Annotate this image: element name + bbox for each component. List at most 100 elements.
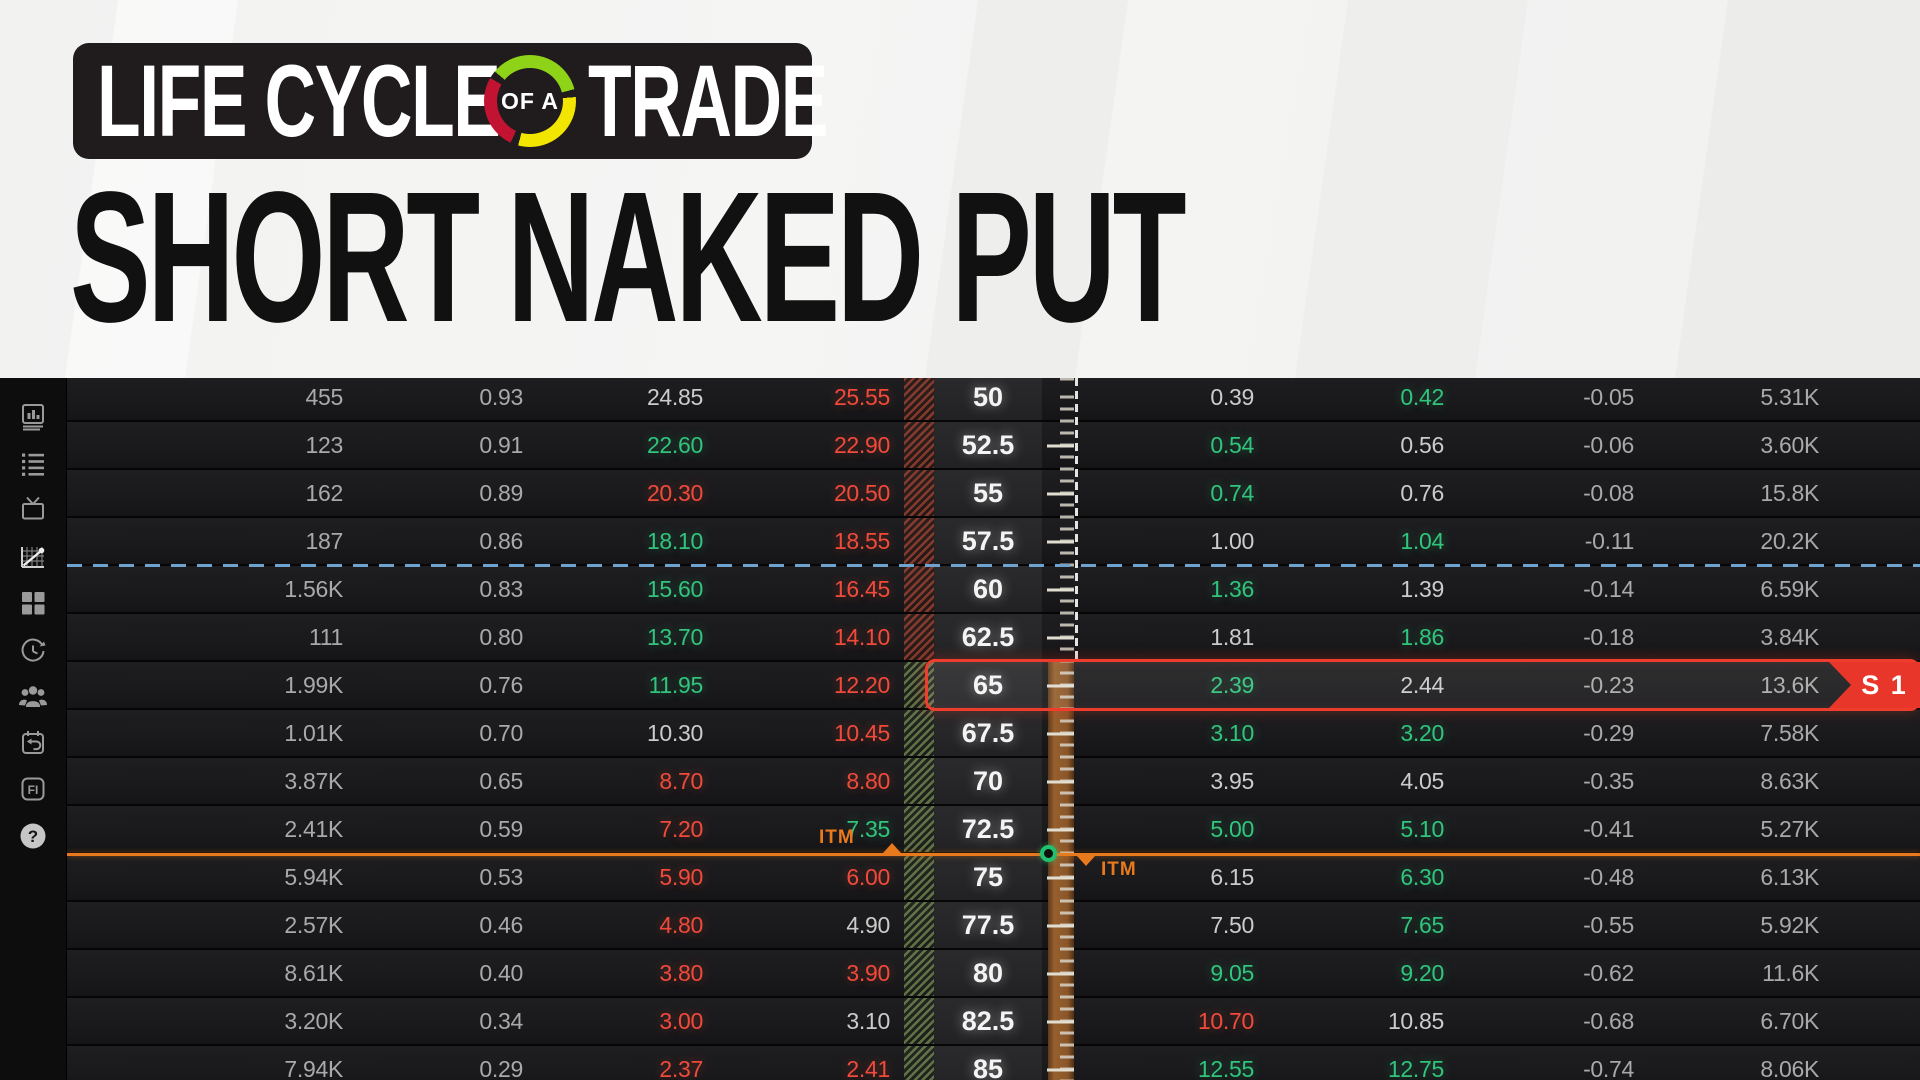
strike-cell[interactable]: 50 xyxy=(934,378,1042,420)
put-ask-cell[interactable]: 0.76 xyxy=(1400,479,1444,506)
strike-cell[interactable]: 82.5 xyxy=(934,998,1042,1044)
strike-cell[interactable]: 52.5 xyxy=(934,422,1042,468)
call-bid-cell[interactable]: 11.95 xyxy=(648,671,704,698)
grid-icon[interactable] xyxy=(0,580,67,627)
call-bid-cell[interactable]: 7.20 xyxy=(659,815,703,842)
strike-cell[interactable]: 57.5 xyxy=(934,518,1042,564)
put-bid-cell[interactable]: 3.95 xyxy=(1210,767,1254,794)
call-bid-cell[interactable]: 24.85 xyxy=(646,383,703,410)
strike-cell[interactable]: 60 xyxy=(934,566,1042,612)
call-ask-cell[interactable]: 3.90 xyxy=(846,959,890,986)
put-ask-cell[interactable]: 4.05 xyxy=(1400,767,1444,794)
strike-cell[interactable]: 55 xyxy=(934,470,1042,516)
strike-cell[interactable]: 80 xyxy=(934,950,1042,996)
chart-book-icon[interactable] xyxy=(0,394,67,441)
put-ask-cell[interactable]: 1.39 xyxy=(1400,575,1444,602)
put-bid-cell[interactable]: 0.54 xyxy=(1210,431,1254,458)
call-ask-cell[interactable]: 18.55 xyxy=(833,527,890,554)
option-chain-row: 123 0.91 22.60 22.90 52.5 0.54 0.56 -0.06 3.60K xyxy=(67,422,1920,470)
put-ask-cell[interactable]: 0.42 xyxy=(1400,383,1444,410)
put-ask-cell[interactable]: 1.04 xyxy=(1400,527,1444,554)
call-bid-cell[interactable]: 18.10 xyxy=(646,527,703,554)
logo-text-left: LIFE CYCLE xyxy=(97,44,501,158)
call-bid-cell[interactable]: 13.70 xyxy=(646,623,703,650)
put-volume-cell: 8.63K xyxy=(1760,767,1819,794)
call-ask-cell[interactable]: 4.90 xyxy=(846,911,890,938)
put-ask-cell[interactable]: 2.44 xyxy=(1400,671,1444,698)
call-delta-cell: 0.86 xyxy=(479,527,523,554)
strike-cell[interactable]: 65 xyxy=(934,662,1042,708)
put-ask-cell[interactable]: 0.56 xyxy=(1400,431,1444,458)
strike-cell[interactable]: 62.5 xyxy=(934,614,1042,660)
selected-position-outline[interactable] xyxy=(925,659,1920,711)
call-bid-cell[interactable]: 20.30 xyxy=(646,479,703,506)
help-icon[interactable]: ? xyxy=(0,813,67,860)
put-bid-cell[interactable]: 0.39 xyxy=(1210,383,1254,410)
call-ask-cell[interactable]: 20.50 xyxy=(833,479,890,506)
strike-cell[interactable]: 72.5 xyxy=(934,806,1042,852)
call-bid-cell[interactable]: 3.00 xyxy=(659,1007,703,1034)
put-bid-cell[interactable]: 2.39 xyxy=(1210,671,1254,698)
put-bid-cell[interactable]: 12.55 xyxy=(1197,1055,1254,1080)
call-bid-cell[interactable]: 5.90 xyxy=(659,863,703,890)
put-bid-cell[interactable]: 1.00 xyxy=(1210,527,1254,554)
strike-cell[interactable]: 75 xyxy=(934,854,1042,900)
call-delta-cell: 0.59 xyxy=(479,815,523,842)
strike-cell[interactable]: 70 xyxy=(934,758,1042,804)
put-ask-cell[interactable]: 12.75 xyxy=(1387,1055,1444,1080)
call-bid-cell[interactable]: 22.60 xyxy=(646,431,703,458)
strike-cell[interactable]: 85 xyxy=(934,1046,1042,1080)
call-ask-cell[interactable]: 12.20 xyxy=(833,671,890,698)
history-clock-icon[interactable] xyxy=(0,627,67,674)
call-bid-cell[interactable]: 15.60 xyxy=(646,575,703,602)
put-bid-cell[interactable]: 1.81 xyxy=(1210,623,1254,650)
call-bid-cell[interactable]: 8.70 xyxy=(659,767,703,794)
put-ask-cell[interactable]: 5.10 xyxy=(1400,815,1444,842)
put-ask-cell[interactable]: 1.86 xyxy=(1400,623,1444,650)
put-ask-cell[interactable]: 6.30 xyxy=(1400,863,1444,890)
put-bid-cell[interactable]: 3.10 xyxy=(1210,719,1254,746)
call-delta-cell: 0.83 xyxy=(479,575,523,602)
fi-icon[interactable]: FI xyxy=(0,766,67,813)
curve-analysis-icon[interactable] xyxy=(0,534,67,581)
call-ask-cell[interactable]: 22.90 xyxy=(833,431,890,458)
put-bid-cell[interactable]: 10.70 xyxy=(1197,1007,1254,1034)
call-ask-cell[interactable]: 14.10 xyxy=(833,623,890,650)
put-volume-cell: 3.60K xyxy=(1760,431,1819,458)
put-ask-cell[interactable]: 10.85 xyxy=(1387,1007,1444,1034)
call-ask-cell[interactable]: 10.45 xyxy=(833,719,890,746)
strike-cell[interactable]: 67.5 xyxy=(934,710,1042,756)
call-bid-cell[interactable]: 10.30 xyxy=(646,719,703,746)
spot-price-handle[interactable] xyxy=(1040,845,1057,862)
put-ask-cell[interactable]: 9.20 xyxy=(1400,959,1444,986)
put-bid-cell[interactable]: 6.15 xyxy=(1210,863,1254,890)
life-cycle-of-a-trade-logo: LIFE CYCLE OF A TRADE xyxy=(73,43,828,159)
put-bid-cell[interactable]: 1.36 xyxy=(1210,575,1254,602)
call-delta-cell: 0.93 xyxy=(479,383,523,410)
price-ruler[interactable] xyxy=(1042,378,1078,1080)
journal-replay-icon[interactable] xyxy=(0,720,67,767)
call-ask-cell[interactable]: 25.55 xyxy=(833,383,890,410)
call-bid-cell[interactable]: 3.80 xyxy=(659,959,703,986)
put-bid-cell[interactable]: 0.74 xyxy=(1210,479,1254,506)
tv-icon[interactable] xyxy=(0,487,67,534)
call-ask-cell[interactable]: 7.35 xyxy=(846,815,890,842)
call-ask-cell[interactable]: 6.00 xyxy=(846,863,890,890)
badge-area-cell xyxy=(1833,806,1920,852)
put-bid-cell[interactable]: 5.00 xyxy=(1210,815,1254,842)
watchlist-icon[interactable] xyxy=(0,441,67,488)
put-ask-cell[interactable]: 7.65 xyxy=(1400,911,1444,938)
put-bid-cell[interactable]: 7.50 xyxy=(1210,911,1254,938)
badge-area-cell xyxy=(1833,998,1920,1044)
put-ask-cell[interactable]: 3.20 xyxy=(1400,719,1444,746)
call-ask-cell[interactable]: 2.41 xyxy=(846,1055,890,1080)
follow-traders-icon[interactable] xyxy=(0,673,67,720)
call-ask-cell[interactable]: 3.10 xyxy=(846,1007,890,1034)
put-bid-cell[interactable]: 9.05 xyxy=(1210,959,1254,986)
option-chain-row: 2.41K 0.59 7.20 7.35 72.5 5.00 5.10 -0.41 5.27K xyxy=(67,806,1920,854)
call-bid-cell[interactable]: 4.80 xyxy=(659,911,703,938)
call-bid-cell[interactable]: 2.37 xyxy=(659,1055,703,1080)
strike-cell[interactable]: 77.5 xyxy=(934,902,1042,948)
call-ask-cell[interactable]: 8.80 xyxy=(846,767,890,794)
call-ask-cell[interactable]: 16.45 xyxy=(833,575,890,602)
